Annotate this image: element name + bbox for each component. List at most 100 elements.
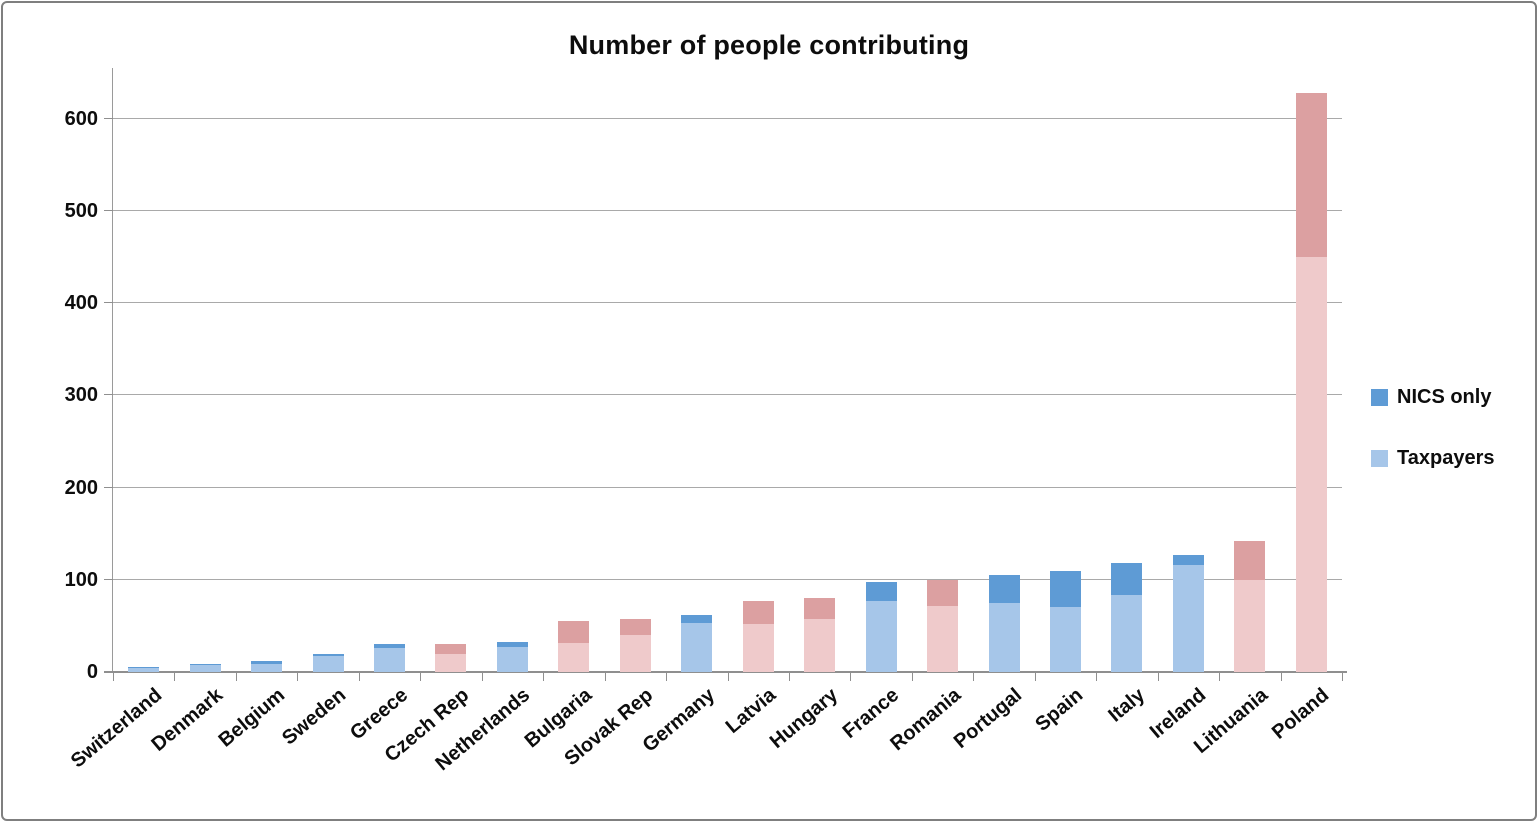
- bar-segment-taxpayers: [1049, 607, 1081, 672]
- bar-segment-taxpayers: [681, 623, 713, 672]
- y-tick-400: [104, 302, 113, 304]
- bar-segment-nics-only: [251, 660, 283, 664]
- y-tick-300: [104, 394, 113, 396]
- bar-segment-taxpayers: [619, 635, 651, 672]
- bar-segment-nics-only: [558, 621, 590, 643]
- bar-segment-taxpayers: [251, 663, 283, 672]
- bar-segment-nics-only: [128, 667, 160, 669]
- bar-france: [865, 581, 897, 672]
- x-tick-3: [297, 673, 299, 681]
- bar-portugal: [988, 575, 1020, 672]
- bar-segment-taxpayers: [1295, 257, 1327, 672]
- x-tick-20: [1342, 673, 1343, 681]
- x-tick-15: [1034, 673, 1036, 681]
- bar-hungary: [804, 598, 836, 672]
- x-tick-7: [543, 673, 545, 681]
- bar-latvia: [742, 601, 774, 672]
- bar-segment-nics-only: [1295, 92, 1327, 258]
- bar-lithuania: [1234, 541, 1266, 672]
- x-axis-line: [104, 671, 1347, 673]
- bar-sweden: [312, 653, 344, 672]
- bar-denmark: [189, 663, 221, 672]
- y-axis-label-600: 600: [64, 107, 98, 130]
- x-tick-9: [666, 673, 668, 681]
- y-axis-label-200: 200: [64, 476, 98, 499]
- bar-segment-nics-only: [435, 644, 467, 654]
- bar-belgium: [251, 660, 283, 672]
- bar-segment-nics-only: [804, 598, 836, 620]
- x-tick-19: [1280, 673, 1282, 681]
- bar-segment-taxpayers: [927, 605, 959, 672]
- bar-segment-taxpayers: [496, 647, 528, 672]
- bar-segment-taxpayers: [1111, 594, 1143, 672]
- y-tick-100: [104, 578, 113, 580]
- bar-greece: [374, 644, 406, 672]
- bar-segment-taxpayers: [374, 648, 406, 672]
- bar-segment-nics-only: [1234, 541, 1266, 580]
- gridline-200: [113, 486, 1342, 488]
- x-tick-10: [727, 673, 729, 681]
- bar-segment-nics-only: [496, 641, 528, 648]
- bar-segment-nics-only: [619, 618, 651, 636]
- gridline-300: [113, 394, 1342, 396]
- x-tick-14: [973, 673, 975, 681]
- gridline-400: [113, 302, 1342, 304]
- bar-segment-taxpayers: [435, 653, 467, 672]
- bar-segment-taxpayers: [804, 619, 836, 672]
- bar-czech-rep: [435, 644, 467, 672]
- plot-area: 0 100 200 300 400 500 600 Switzerland Denmark Bel…: [65, 68, 1347, 775]
- legend-item-nics-only: NICS only: [1371, 386, 1494, 409]
- x-tick-8: [604, 673, 606, 681]
- x-tick-11: [788, 673, 790, 681]
- bar-segment-nics-only: [1049, 570, 1081, 608]
- x-tick-4: [358, 673, 360, 681]
- bar-poland: [1295, 92, 1327, 672]
- bar-spain: [1049, 570, 1081, 672]
- bar-slovak-rep: [619, 618, 651, 672]
- y-axis-line: [112, 68, 113, 672]
- bar-segment-nics-only: [1172, 554, 1204, 566]
- gridline-600: [113, 117, 1342, 119]
- bar-segment-taxpayers: [988, 602, 1020, 672]
- bar-segment-nics-only: [312, 653, 344, 657]
- x-tick-12: [850, 673, 852, 681]
- bar-segment-nics-only: [742, 601, 774, 625]
- legend-label-taxpayers: Taxpayers: [1397, 447, 1495, 469]
- nics-only-swatch-icon: [1371, 389, 1388, 406]
- legend-label-nics-only: NICS only: [1397, 386, 1492, 408]
- x-tick-0: [113, 673, 114, 681]
- chart-title: Number of people contributing: [568, 30, 970, 60]
- bar-segment-taxpayers: [865, 601, 897, 672]
- x-tick-17: [1157, 673, 1159, 681]
- y-axis-label-300: 300: [64, 384, 98, 407]
- bar-bulgaria: [558, 621, 590, 672]
- bar-segment-taxpayers: [1172, 565, 1204, 672]
- bar-segment-nics-only: [1111, 563, 1143, 595]
- bar-italy: [1111, 563, 1143, 672]
- bar-segment-nics-only: [865, 581, 897, 601]
- gridline-100: [113, 578, 1342, 580]
- y-tick-200: [104, 486, 113, 488]
- taxpayers-swatch-icon: [1371, 450, 1388, 467]
- bar-segment-nics-only: [374, 644, 406, 649]
- x-tick-18: [1219, 673, 1221, 681]
- y-axis-label-400: 400: [64, 292, 98, 315]
- x-tick-6: [481, 673, 483, 681]
- bar-segment-nics-only: [189, 663, 221, 665]
- y-tick-600: [104, 117, 113, 119]
- bar-segment-taxpayers: [128, 668, 160, 672]
- bar-segment-taxpayers: [742, 624, 774, 672]
- x-tick-1: [174, 673, 176, 681]
- bar-segment-nics-only: [988, 575, 1020, 603]
- y-axis-label-100: 100: [64, 568, 98, 591]
- legend-item-taxpayers: Taxpayers: [1371, 447, 1494, 470]
- bar-segment-nics-only: [927, 579, 959, 606]
- bar-germany: [681, 614, 713, 672]
- gridline-500: [113, 209, 1342, 211]
- bar-segment-nics-only: [681, 614, 713, 624]
- bar-ireland: [1172, 554, 1204, 672]
- bar-segment-taxpayers: [1234, 579, 1266, 672]
- bar-switzerland: [128, 667, 160, 672]
- bar-romania: [927, 579, 959, 672]
- x-tick-16: [1096, 673, 1098, 681]
